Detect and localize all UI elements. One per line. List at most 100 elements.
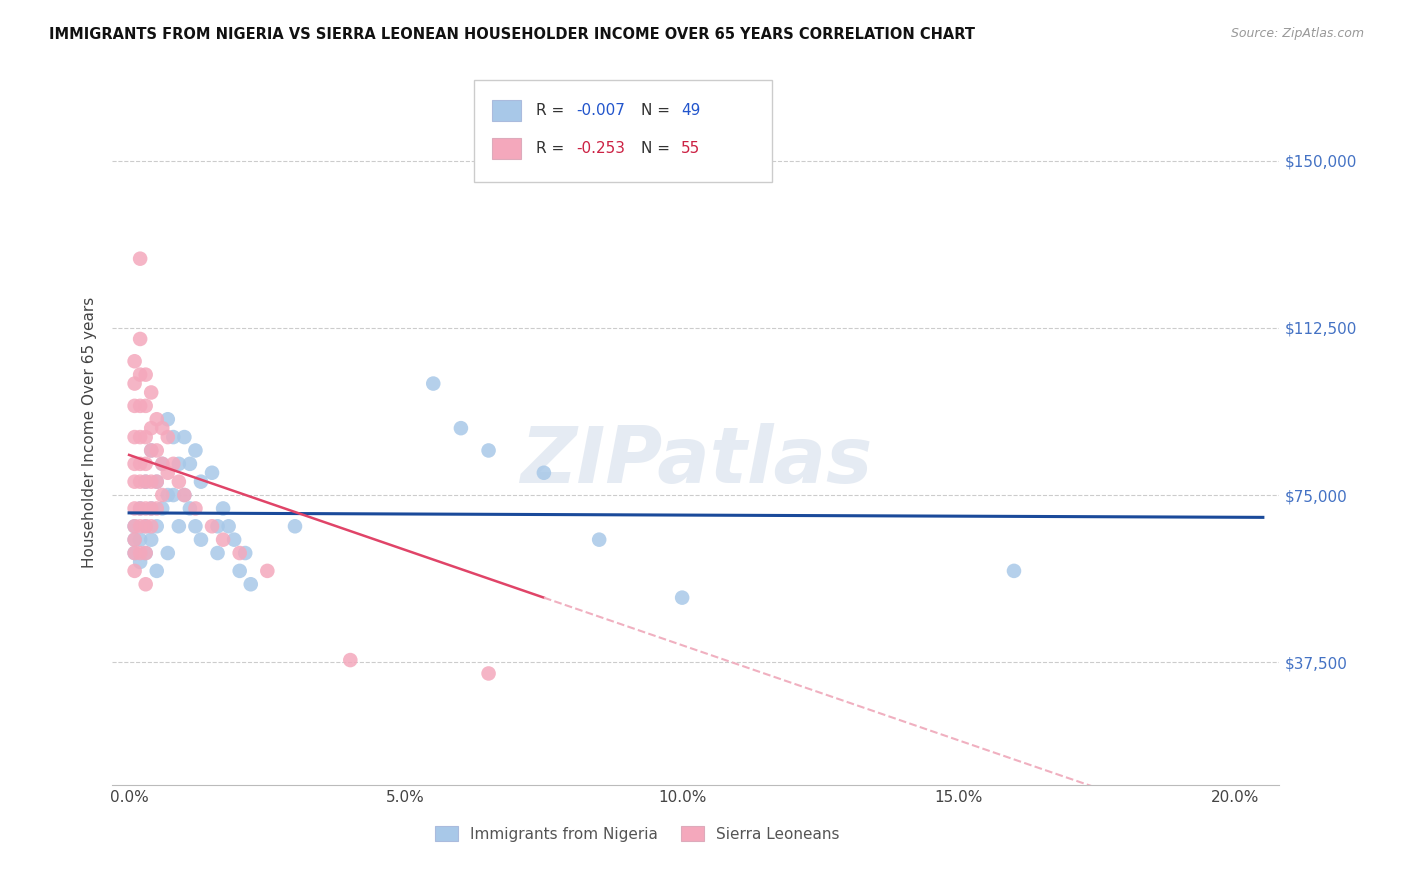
Y-axis label: Householder Income Over 65 years: Householder Income Over 65 years [82,297,97,568]
Point [150,421,173,435]
Point [141,443,163,458]
Text: Source: ZipAtlas.com: Source: ZipAtlas.com [1230,27,1364,40]
Point [228,546,250,560]
Point [141,501,163,516]
Point [129,546,152,560]
Point [167,475,190,489]
Point [124,354,146,368]
Point [477,443,499,458]
Point [190,533,212,547]
Point [145,475,167,489]
Point [162,488,184,502]
Point [212,501,235,516]
Point [156,412,179,426]
Point [156,430,179,444]
Point [135,475,157,489]
Point [156,466,179,480]
Point [150,457,173,471]
Point [124,533,146,547]
Point [135,501,157,516]
Point [135,519,157,533]
Point [588,533,610,547]
Point [224,533,246,547]
Point [129,332,152,346]
Point [184,519,207,533]
Point [141,385,163,400]
Point [129,399,152,413]
Point [141,519,163,533]
Text: R =: R = [536,141,569,156]
Point [124,376,146,391]
Point [671,591,693,605]
Point [124,457,146,471]
Point [145,519,167,533]
Point [124,399,146,413]
Point [150,501,173,516]
Point [145,475,167,489]
Point [284,519,307,533]
Point [141,475,163,489]
Point [167,519,190,533]
Point [167,457,190,471]
FancyBboxPatch shape [474,80,772,183]
Point [190,475,212,489]
Point [228,564,250,578]
Point [156,546,179,560]
Point [129,519,152,533]
Point [124,519,146,533]
Point [207,519,229,533]
Point [124,475,146,489]
FancyBboxPatch shape [492,100,520,121]
Point [173,488,195,502]
Point [477,666,499,681]
Point [124,546,146,560]
Point [150,457,173,471]
Point [129,430,152,444]
Point [184,501,207,516]
Point [124,519,146,533]
Point [173,430,195,444]
Point [150,488,173,502]
Text: -0.007: -0.007 [576,103,624,118]
Point [141,443,163,458]
FancyBboxPatch shape [492,138,520,159]
Point [145,564,167,578]
Point [256,564,278,578]
Point [162,457,184,471]
Point [145,501,167,516]
Point [1002,564,1025,578]
Point [135,546,157,560]
Point [141,533,163,547]
Text: N =: N = [641,141,675,156]
Point [135,577,157,591]
Point [422,376,444,391]
Point [135,457,157,471]
Point [129,475,152,489]
Point [218,519,240,533]
Point [162,430,184,444]
Point [145,443,167,458]
Point [124,564,146,578]
Point [339,653,361,667]
Text: 49: 49 [681,103,700,118]
Point [179,501,201,516]
Point [124,546,146,560]
Point [173,488,195,502]
Text: R =: R = [536,103,569,118]
Point [201,466,224,480]
Point [233,546,256,560]
Text: ZIPatlas: ZIPatlas [520,423,872,499]
Point [124,501,146,516]
Point [124,533,146,547]
Point [156,488,179,502]
Point [450,421,472,435]
Text: N =: N = [641,103,675,118]
Point [141,421,163,435]
Point [129,368,152,382]
Point [135,368,157,382]
Point [145,412,167,426]
Point [212,533,235,547]
Point [135,475,157,489]
Point [135,546,157,560]
Point [129,533,152,547]
